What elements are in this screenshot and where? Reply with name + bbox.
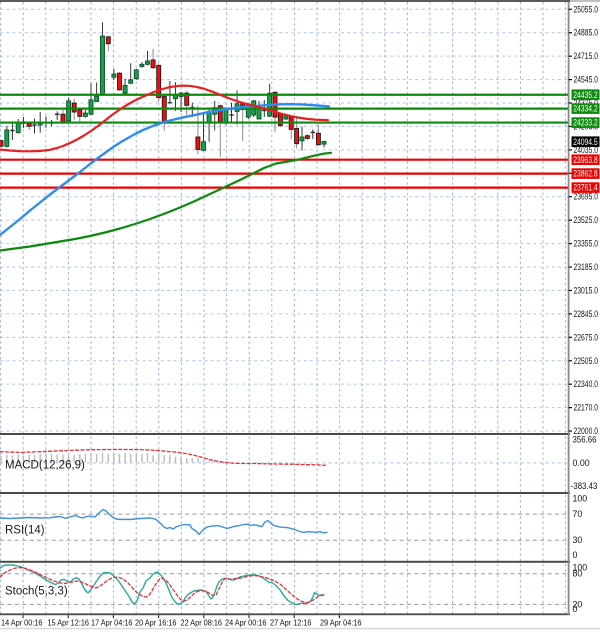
svg-text:15 Apr 12:16: 15 Apr 12:16 xyxy=(48,619,90,628)
svg-text:-383.43: -383.43 xyxy=(571,481,598,491)
svg-text:22 Apr 08:16: 22 Apr 08:16 xyxy=(181,619,223,628)
svg-text:23862.8: 23862.8 xyxy=(573,169,598,179)
svg-text:100: 100 xyxy=(573,493,588,503)
svg-text:24233.2: 24233.2 xyxy=(573,118,598,128)
svg-text:23355.0: 23355.0 xyxy=(574,239,599,249)
svg-text:23963.8: 23963.8 xyxy=(573,155,598,165)
svg-text:0: 0 xyxy=(573,604,578,614)
svg-text:0.00: 0.00 xyxy=(573,458,590,468)
svg-text:RSI(14): RSI(14) xyxy=(5,525,45,537)
svg-text:70: 70 xyxy=(573,509,583,519)
svg-text:29 Apr 04:16: 29 Apr 04:16 xyxy=(320,619,362,628)
svg-text:27 Apr 12:16: 27 Apr 12:16 xyxy=(270,619,312,628)
svg-text:24035.0: 24035.0 xyxy=(574,145,599,155)
svg-text:23761.4: 23761.4 xyxy=(573,183,598,193)
svg-text:24094.5: 24094.5 xyxy=(573,137,598,147)
svg-text:22170.0: 22170.0 xyxy=(574,403,599,413)
svg-text:23015.0: 23015.0 xyxy=(574,286,599,296)
svg-text:24334.2: 24334.2 xyxy=(573,104,598,114)
svg-text:MACD(12,26,9): MACD(12,26,9) xyxy=(5,460,85,472)
svg-text:24885.0: 24885.0 xyxy=(574,28,599,38)
svg-text:356.66: 356.66 xyxy=(573,434,597,444)
svg-text:24435.2: 24435.2 xyxy=(573,90,598,100)
svg-text:24 Apr 00:16: 24 Apr 00:16 xyxy=(225,619,267,628)
svg-text:23525.0: 23525.0 xyxy=(574,215,599,225)
svg-text:30: 30 xyxy=(573,535,583,545)
svg-text:17 Apr 04:16: 17 Apr 04:16 xyxy=(91,619,133,628)
svg-text:24375.0: 24375.0 xyxy=(574,98,599,108)
svg-text:20 Apr 16:16: 20 Apr 16:16 xyxy=(135,619,177,628)
svg-text:23695.0: 23695.0 xyxy=(574,192,599,202)
svg-text:25055.0: 25055.0 xyxy=(574,4,599,14)
svg-text:22000.0: 22000.0 xyxy=(574,426,599,436)
svg-text:22505.0: 22505.0 xyxy=(574,356,599,366)
svg-text:22340.0: 22340.0 xyxy=(574,379,599,389)
svg-text:22845.0: 22845.0 xyxy=(574,309,599,319)
svg-text:24715.0: 24715.0 xyxy=(574,51,599,61)
svg-text:100: 100 xyxy=(573,562,588,572)
svg-text:20: 20 xyxy=(573,599,583,609)
svg-text:0: 0 xyxy=(573,550,578,560)
svg-text:24545.0: 24545.0 xyxy=(574,75,599,85)
svg-text:23185.0: 23185.0 xyxy=(574,262,599,272)
svg-text:14 Apr 00:16: 14 Apr 00:16 xyxy=(1,619,43,628)
svg-text:Stoch(5,3,3): Stoch(5,3,3) xyxy=(5,586,68,598)
svg-text:22675.0: 22675.0 xyxy=(574,332,599,342)
svg-text:80: 80 xyxy=(573,569,583,579)
